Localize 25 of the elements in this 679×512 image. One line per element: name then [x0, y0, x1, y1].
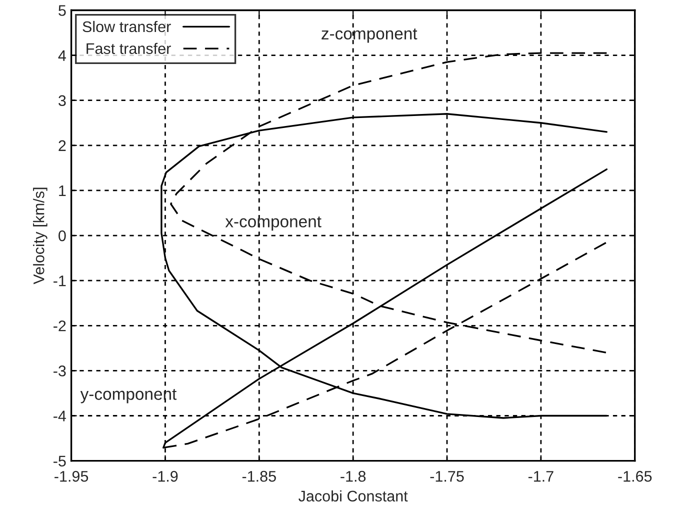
annotation: x-component	[225, 216, 322, 231]
x-tick-label: -1.7	[528, 471, 554, 482]
y-tick-label: 5	[58, 5, 66, 16]
x-tick-label: -1.85	[242, 470, 276, 482]
y-axis-title: Velocity [km/s]	[33, 188, 48, 284]
y-tick-label: -5	[54, 456, 66, 466]
x-tick-label: -1.75	[430, 471, 464, 482]
y-tick-label: 4	[58, 50, 66, 61]
annotation: y-component	[80, 389, 177, 404]
y-tick-label: -2	[54, 320, 66, 332]
legend-label: Fast transfer	[86, 42, 171, 54]
y-tick-label: -4	[54, 410, 66, 422]
y-tick-label: -1	[54, 276, 66, 286]
x-tick-label: -1.8	[340, 470, 366, 482]
y-tick-label: 2	[58, 140, 66, 151]
x-tick-label: -1.65	[618, 470, 652, 482]
y-tick-label: 0	[58, 230, 66, 242]
x-tick-label: -1.9	[152, 470, 178, 482]
x-axis-title: Jacobi Constant	[298, 490, 408, 502]
annotation: z-component	[322, 28, 418, 43]
legend-label: Slow transfer	[82, 20, 171, 32]
y-tick-label: 3	[58, 95, 66, 106]
x-tick-label: -1.95	[54, 470, 88, 482]
y-tick-label: 1	[59, 185, 66, 196]
y-tick-label: -3	[54, 366, 66, 376]
